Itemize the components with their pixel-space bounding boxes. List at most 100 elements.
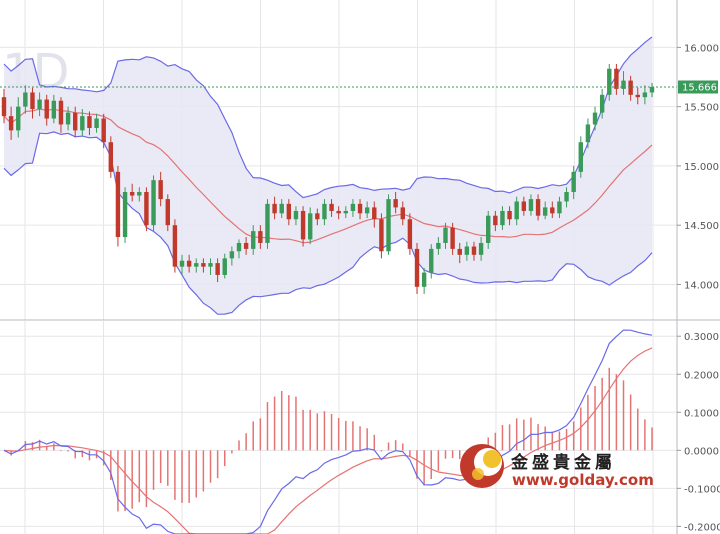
candle-body — [450, 227, 455, 249]
bollinger-upper-line — [3, 36, 653, 199]
candle-body — [236, 242, 242, 252]
candle-body — [144, 192, 149, 226]
candle-body — [642, 92, 648, 98]
candle-body — [229, 251, 235, 259]
candle-body — [265, 203, 270, 243]
macd-tick-label: -0.1000 — [684, 484, 720, 495]
candle-body — [16, 106, 21, 131]
price-tick-label: 15.500 — [684, 103, 719, 114]
candle-body — [222, 258, 227, 275]
macd-axis: 0.3000 0.2000 0.1000 0.0000 -0.1000 -0.2000 — [677, 332, 720, 533]
candle-body — [649, 86, 655, 93]
last-price-tag-box — [678, 80, 718, 94]
candle-body — [528, 199, 534, 211]
price-tick-label: 15.000 — [684, 162, 719, 173]
brand-logo-icon — [460, 444, 504, 488]
candle-body — [514, 201, 519, 220]
candle-body — [258, 231, 263, 243]
candle-body — [44, 99, 49, 119]
candle-body — [628, 80, 633, 95]
candle-body — [115, 171, 121, 238]
candle-body — [343, 210, 349, 214]
candle-body — [158, 180, 163, 200]
candle-body — [592, 112, 598, 125]
candle-body — [300, 210, 306, 240]
candle-body — [251, 231, 256, 249]
candle-body — [400, 207, 405, 220]
candle-body — [635, 94, 640, 98]
candle-body — [165, 199, 170, 226]
candle-body — [464, 246, 470, 255]
candle-body — [101, 118, 106, 143]
candle-body — [457, 248, 462, 255]
last-price-tag: 15.666 — [678, 80, 718, 94]
candle-body — [407, 219, 413, 249]
macd-tick-label: 0.0000 — [684, 446, 719, 457]
macd-indicator — [3, 329, 653, 534]
candle-body — [607, 68, 612, 95]
candle-body — [179, 260, 185, 267]
candle-body — [65, 112, 71, 125]
brand-url: www.golday.com — [512, 471, 654, 489]
candle-body — [194, 263, 199, 267]
candle-body — [614, 68, 619, 89]
candle-body — [307, 213, 313, 240]
candle-body — [429, 248, 434, 273]
candle-body — [443, 227, 448, 243]
candle-body — [357, 203, 363, 214]
candle-body — [272, 203, 277, 214]
candle-body — [94, 118, 99, 128]
brand-watermark: 金盛貴金屬 www.golday.com — [460, 444, 654, 489]
macd-tick-label: 0.3000 — [684, 332, 719, 343]
candle-body — [585, 124, 591, 143]
bollinger-fill — [4, 37, 652, 315]
candle-body — [23, 92, 28, 107]
candle-body — [137, 192, 142, 196]
candle-body — [58, 100, 64, 125]
candle-body — [315, 213, 320, 220]
candle-body — [8, 116, 14, 131]
candle-body — [129, 192, 135, 196]
candle-body — [535, 199, 541, 216]
candle-body — [279, 203, 284, 214]
candle-body — [471, 246, 477, 255]
candle-body — [108, 142, 114, 172]
macd-signal-line — [3, 347, 653, 534]
candle-body — [329, 203, 334, 211]
candle-body — [379, 219, 384, 252]
candle-body — [336, 210, 341, 214]
candle-body — [393, 199, 398, 208]
candle-body — [414, 248, 420, 287]
candle-body — [599, 94, 605, 113]
bollinger-middle-line — [3, 108, 653, 244]
macd-line — [3, 329, 653, 534]
brand-name: 金盛貴金屬 — [510, 452, 616, 473]
candle-body — [322, 203, 327, 220]
candle-body — [500, 210, 505, 226]
candle-body — [243, 242, 249, 249]
candle-body — [215, 263, 220, 275]
candle-body — [87, 116, 92, 128]
candle-body — [507, 210, 512, 220]
candle-body — [386, 199, 391, 252]
candle-body — [550, 207, 555, 214]
candle-body — [421, 272, 427, 287]
candle-body — [51, 100, 57, 119]
candle-body — [151, 180, 156, 226]
candle-body — [578, 142, 583, 172]
price-tick-label: 16.000 — [684, 43, 719, 54]
macd-tick-label: -0.2000 — [684, 522, 720, 533]
candle-body — [201, 263, 206, 267]
candle-body — [436, 242, 441, 249]
candle-body — [122, 192, 128, 238]
candle-body — [73, 112, 78, 131]
candle-body — [208, 263, 213, 267]
price-tick-label: 14.500 — [684, 221, 719, 232]
candlesticks — [1, 64, 655, 294]
candle-body — [350, 203, 356, 211]
price-tick-label: 14.000 — [684, 280, 719, 291]
candle-body — [557, 201, 562, 214]
candle-body — [364, 207, 370, 214]
